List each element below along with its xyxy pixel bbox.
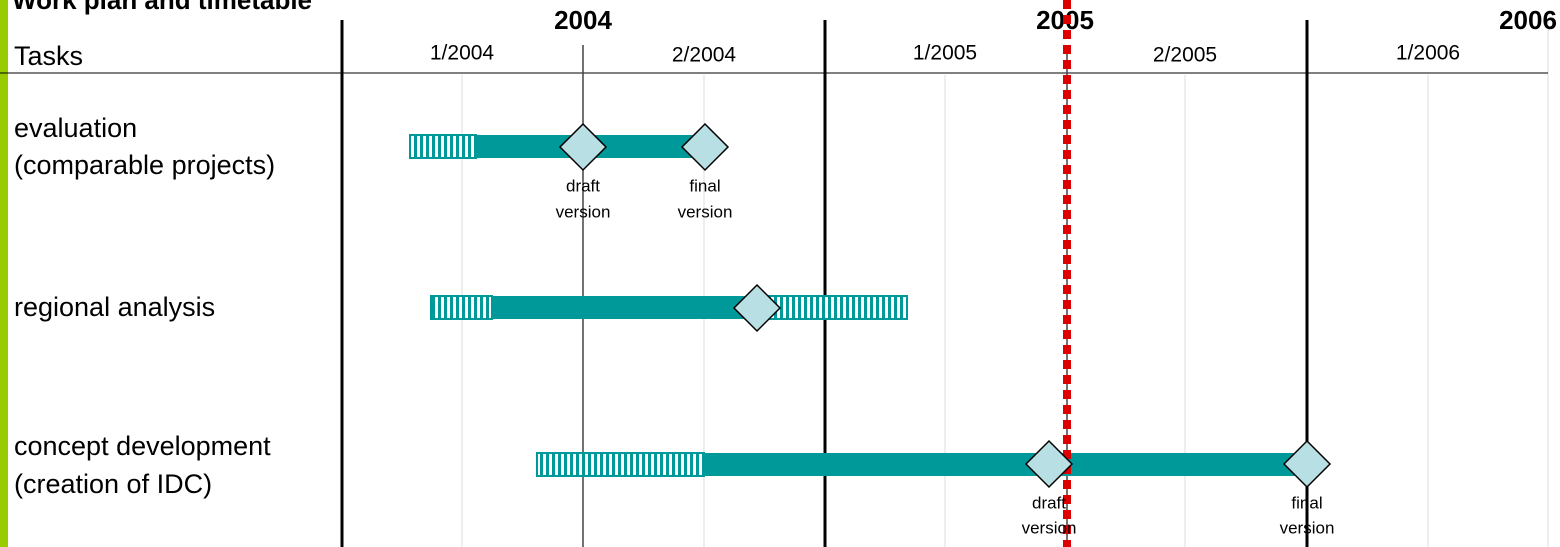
half-label: 1/2004 — [430, 42, 495, 65]
task-label: evaluation — [14, 113, 137, 143]
half-label: 1/2006 — [1396, 42, 1460, 65]
title: Work plan and timetable — [12, 0, 312, 15]
milestone-label: draft — [566, 176, 600, 195]
milestones — [558, 122, 1332, 489]
milestone-label: version — [1280, 518, 1335, 537]
half-label: 2/2005 — [1153, 44, 1217, 67]
bars — [409, 134, 1307, 477]
task-label: concept development — [14, 431, 271, 461]
task-label: (creation of IDC) — [14, 469, 212, 499]
milestone-label: draft — [1032, 493, 1066, 512]
tasks-label: Tasks — [14, 41, 83, 71]
side-strip — [0, 0, 8, 547]
milestone-label: version — [678, 202, 733, 221]
milestone-label: version — [556, 202, 611, 221]
task-label: regional analysis — [14, 292, 215, 322]
year: 2006 — [1499, 5, 1557, 35]
milestone-label: final — [1291, 493, 1322, 512]
year: 2004 — [554, 5, 612, 35]
milestone-label: version — [1022, 518, 1077, 537]
task-label: (comparable projects) — [14, 150, 275, 180]
milestone-label: final — [689, 176, 720, 195]
half-label: 2/2004 — [672, 44, 737, 67]
half-label: 1/2005 — [913, 42, 977, 65]
